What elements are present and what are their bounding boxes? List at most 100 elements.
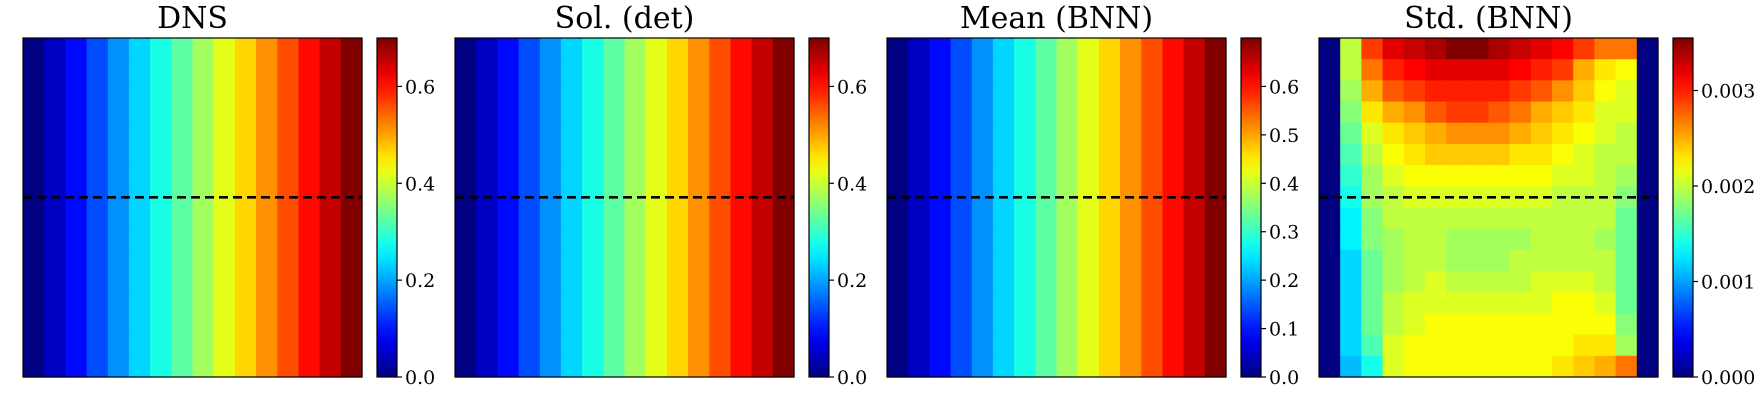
heatmap-cell — [1098, 334, 1121, 357]
heatmap-cell — [86, 143, 109, 166]
heatmap-cell — [1446, 38, 1468, 60]
heatmap-cell — [1424, 38, 1447, 60]
heatmap-cell — [971, 249, 994, 272]
heatmap-cell — [751, 271, 774, 293]
heatmap-cell — [1077, 165, 1100, 187]
heatmap-cell — [319, 80, 342, 103]
heatmap-cell — [709, 143, 732, 166]
heatmap-cell — [1204, 334, 1227, 357]
heatmap-cell — [1467, 249, 1490, 272]
heatmap-cell — [1552, 101, 1574, 124]
heatmap-cell — [476, 292, 498, 315]
heatmap-cell — [107, 186, 130, 209]
heatmap-cell — [128, 38, 151, 60]
heatmap-cell — [107, 59, 130, 81]
heatmap-cell — [666, 355, 689, 378]
heatmap-cell — [582, 80, 604, 103]
heatmap-cell — [1636, 165, 1659, 187]
heatmap-cell — [1120, 228, 1142, 251]
heatmap-cell — [1509, 38, 1532, 60]
heatmap-cell — [1530, 165, 1553, 187]
heatmap-cell — [192, 122, 215, 145]
heatmap-cell — [1120, 249, 1142, 272]
heatmap-cell — [1120, 271, 1142, 293]
heatmap-cell — [1446, 59, 1468, 81]
heatmap-cell — [666, 207, 689, 230]
heatmap-cell — [340, 38, 363, 60]
heatmap-cell — [1382, 271, 1405, 293]
heatmap-cell — [1056, 334, 1079, 357]
heatmap-panel-1: DNS 0.0 0.2 0.4 0.6 — [22, 1, 435, 389]
heatmap-cell — [908, 355, 930, 378]
heatmap-cell — [1403, 228, 1426, 251]
heatmap-cell — [1467, 122, 1490, 145]
heatmap-cell — [666, 143, 689, 166]
heatmap-cell — [192, 355, 215, 378]
heatmap-cell — [1446, 271, 1468, 293]
heatmap-cell — [1467, 355, 1490, 378]
heatmap-cell — [497, 101, 520, 124]
heatmap-cell — [1636, 271, 1659, 293]
heatmap-cell — [645, 207, 668, 230]
colorbar-tick-label: 0.4 — [837, 173, 867, 195]
heatmap-cell — [1077, 101, 1100, 124]
heatmap-cell — [1319, 101, 1341, 124]
heatmap-cell — [213, 80, 236, 103]
heatmap-cell — [971, 313, 994, 336]
heatmap-cell — [1077, 292, 1100, 315]
heatmap-cell — [1530, 334, 1553, 357]
heatmap-cell — [213, 228, 236, 251]
colorbar-tick-label: 0.2 — [837, 270, 867, 292]
heatmap-cell — [560, 271, 583, 293]
heatmap-cell — [539, 122, 562, 145]
heatmap-cell — [23, 249, 45, 272]
heatmap-cell — [1035, 249, 1058, 272]
heatmap-cell — [1467, 313, 1490, 336]
colorbar-tick-label: 0.3 — [1269, 222, 1299, 244]
heatmap-cell — [1319, 313, 1341, 336]
heatmap-cell — [150, 122, 172, 145]
heatmap-cell — [624, 271, 647, 293]
heatmap-cell — [171, 292, 194, 315]
heatmap-cell — [1552, 271, 1574, 293]
heatmap-cell — [1403, 143, 1426, 166]
heatmap-cell — [730, 38, 753, 60]
heatmap-cell — [1204, 292, 1227, 315]
heatmap-cell — [1573, 165, 1596, 187]
heatmap-cell — [1552, 292, 1574, 315]
heatmap-cell — [1467, 101, 1490, 124]
heatmap-cell — [929, 292, 952, 315]
heatmap-cell — [992, 38, 1015, 60]
heatmap-cell — [86, 313, 109, 336]
heatmap-cell — [688, 80, 710, 103]
heatmap-cell — [1509, 80, 1532, 103]
heatmap-cell — [645, 101, 668, 124]
heatmap-cell — [1382, 59, 1405, 81]
heatmap-cell — [23, 207, 45, 230]
heatmap-cell — [950, 101, 973, 124]
heatmap-cell — [709, 207, 732, 230]
heatmap-cell — [1636, 355, 1659, 378]
heatmap-cell — [340, 271, 363, 293]
heatmap-cell — [950, 80, 973, 103]
heatmap-cell — [1530, 186, 1553, 209]
heatmap-cell — [1141, 38, 1164, 60]
heatmap-cell — [1467, 165, 1490, 187]
heatmap-cell — [1162, 271, 1185, 293]
heatmap-cell — [1162, 143, 1185, 166]
heatmap-cell — [1035, 207, 1058, 230]
heatmap-cell — [86, 59, 109, 81]
heatmap-cell — [277, 207, 300, 230]
heatmap-cell — [1183, 80, 1206, 103]
heatmap-cell — [730, 207, 753, 230]
heatmap-cell — [1014, 313, 1036, 336]
heatmap-cell — [1509, 355, 1532, 378]
heatmap-cell — [171, 38, 194, 60]
heatmap-cell — [1162, 292, 1185, 315]
heatmap-cell — [887, 334, 909, 357]
heatmap-cell — [1361, 165, 1384, 187]
heatmap-cell — [319, 313, 342, 336]
heatmap-cell — [1488, 59, 1511, 81]
heatmap-cell — [1488, 228, 1511, 251]
heatmap-cell — [730, 355, 753, 378]
